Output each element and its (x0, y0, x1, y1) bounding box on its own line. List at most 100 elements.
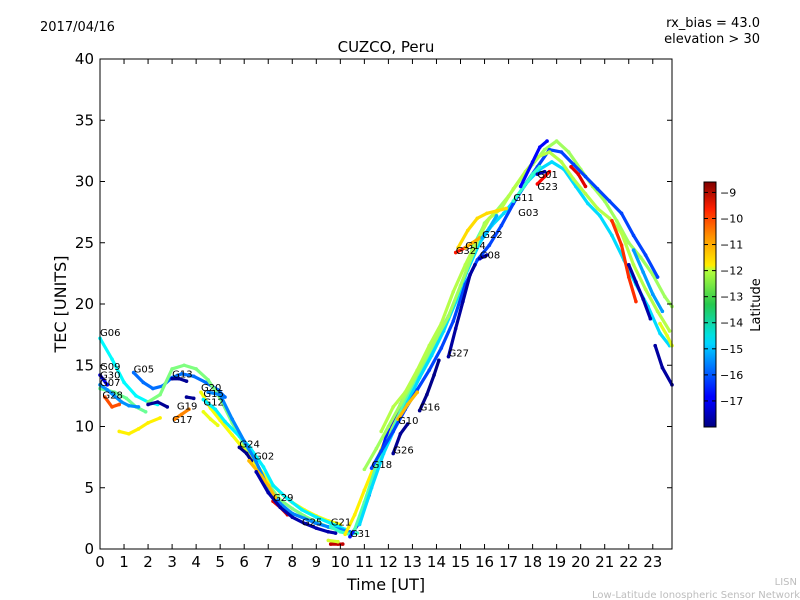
x-axis-ticks: 0 1 2 3 4 5 6 7 8 9 10 11 12 13 14 15 16 17 18 19 20 21 22 23 (95, 59, 662, 571)
track-point (485, 211, 489, 216)
track-point (381, 451, 386, 456)
track-point (559, 150, 564, 154)
track-point (266, 483, 271, 488)
track-point (215, 423, 220, 428)
colorbar-tick-label: −15 (720, 343, 743, 356)
track-point (415, 390, 420, 395)
track-point (369, 466, 374, 470)
satellite-track (477, 253, 489, 261)
satellite-label: G13 (172, 370, 192, 381)
track-point (151, 386, 155, 391)
track-point (566, 150, 571, 154)
track-point (379, 449, 383, 453)
track-point (494, 209, 499, 213)
x-tick-label: 13 (403, 553, 422, 571)
x-tick-label: 18 (523, 553, 542, 571)
track-point (631, 263, 636, 267)
track-point (206, 378, 210, 382)
x-tick-label: 5 (215, 553, 225, 571)
satellite-label: G28 (102, 390, 122, 401)
track-point (667, 329, 672, 333)
track-point (141, 380, 146, 385)
y-axis-label: TEC [UNITS] (51, 256, 70, 354)
track-point (131, 370, 136, 375)
track-point (391, 405, 396, 409)
track-point (631, 233, 636, 238)
track-point (634, 280, 638, 284)
satellite-track (201, 397, 347, 532)
track-point (285, 496, 290, 501)
track-point (391, 429, 396, 434)
track-point (213, 407, 218, 412)
track-point (631, 248, 636, 252)
track-point (405, 422, 410, 426)
track-point (146, 402, 150, 407)
colorbar-tick-label: −12 (720, 265, 743, 278)
track-point (643, 287, 648, 292)
track-point (266, 490, 271, 495)
satellite-label: G03 (518, 208, 538, 219)
satellite-track (237, 445, 254, 463)
track-point (333, 531, 338, 535)
track-point (179, 372, 184, 376)
track-point (655, 275, 660, 279)
track-point (110, 357, 114, 361)
track-point (405, 402, 410, 407)
track-point (417, 375, 422, 380)
satellite-label: G17 (172, 415, 192, 426)
track-point (619, 211, 624, 216)
x-tick-label: 7 (263, 553, 273, 571)
track-point (547, 150, 552, 154)
satellite-label: G20 (201, 383, 221, 394)
track-point (357, 522, 362, 527)
track-point (230, 433, 234, 437)
track-point (112, 394, 117, 398)
track-point (242, 439, 247, 444)
track-point (417, 408, 422, 413)
track-point (314, 521, 319, 526)
track-point (103, 395, 107, 399)
track-point (586, 201, 590, 206)
satellite-track (254, 470, 338, 535)
track-point (494, 214, 499, 218)
satellite-track (518, 139, 549, 189)
track-line (98, 373, 109, 387)
satellite-track (206, 390, 352, 534)
y-tick-label: 30 (75, 173, 94, 191)
track-point (143, 410, 148, 414)
track-point (602, 199, 607, 203)
track-point (362, 488, 367, 493)
track-point (538, 165, 542, 169)
track-point (201, 410, 206, 414)
x-tick-label: 12 (379, 553, 398, 571)
track-point (117, 402, 122, 407)
x-tick-label: 23 (643, 553, 662, 571)
satellite-label: G09 (100, 362, 120, 373)
satellite-track (456, 206, 508, 250)
track-point (352, 527, 357, 532)
track-point (348, 534, 352, 539)
track-point (470, 240, 475, 245)
x-tick-label: 22 (619, 553, 638, 571)
satellite-label: G18 (372, 460, 392, 471)
satellite-track (653, 343, 674, 387)
track-point (427, 368, 432, 372)
track-point (119, 400, 124, 404)
track-point (619, 243, 624, 247)
track-point (465, 228, 470, 233)
track-point (290, 506, 295, 511)
track-point (314, 526, 319, 530)
track-point (542, 174, 547, 179)
track-point (583, 184, 588, 189)
x-tick-label: 3 (167, 553, 177, 571)
satellite-track (535, 169, 547, 176)
track-point (439, 346, 444, 350)
x-tick-label: 1 (119, 553, 129, 571)
track-point (626, 240, 631, 245)
satellite-track (117, 416, 162, 436)
x-tick-label: 8 (287, 553, 297, 571)
track-point (660, 365, 665, 370)
x-tick-label: 6 (239, 553, 249, 571)
track-point (473, 263, 477, 267)
